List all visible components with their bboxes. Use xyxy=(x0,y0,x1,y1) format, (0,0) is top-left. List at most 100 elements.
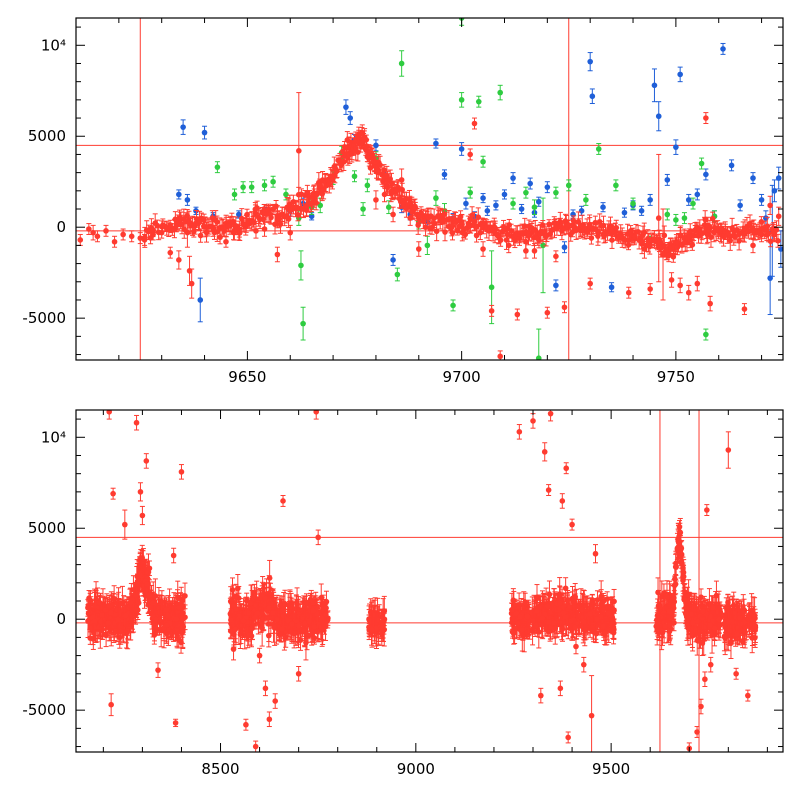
top-blue-point xyxy=(480,195,486,201)
top-red-point xyxy=(709,215,716,222)
top-panel: -5000 0 5000 10⁴ 9650 9700 9750 xyxy=(22,17,784,386)
bottom-red-point xyxy=(152,625,158,631)
top-green-point xyxy=(394,271,401,278)
top-green-point xyxy=(583,197,589,203)
top-red-point xyxy=(655,215,662,221)
top-green-point xyxy=(231,191,238,198)
bottom-red-point xyxy=(149,600,156,606)
top-red-point xyxy=(613,224,620,231)
top-blue-point xyxy=(758,197,765,203)
bottom-red-point xyxy=(102,607,109,613)
top-green-point xyxy=(664,211,671,218)
top-red-point xyxy=(775,237,781,244)
top-red-point xyxy=(497,353,504,360)
top-y-tick-label: 0 xyxy=(56,218,66,236)
top-red-point xyxy=(689,242,696,248)
top-blue-point xyxy=(493,202,499,209)
top-red-point xyxy=(561,304,568,311)
top-green-point xyxy=(240,184,246,190)
top-blue-point xyxy=(664,177,671,183)
bottom-red-point xyxy=(85,618,91,624)
top-red-point xyxy=(154,222,161,229)
top-red-point xyxy=(504,231,511,238)
top-green-point xyxy=(300,320,306,327)
top-red-point xyxy=(150,227,156,233)
top-red-point xyxy=(505,242,512,249)
bottom-red-point xyxy=(134,581,140,587)
top-blue-point xyxy=(561,244,568,251)
top-red-point xyxy=(188,280,195,287)
bottom-red-point xyxy=(108,609,114,616)
top-red-point xyxy=(475,214,482,220)
top-red-point xyxy=(111,238,118,245)
top-red-point xyxy=(422,224,429,231)
top-red-point xyxy=(531,248,538,254)
top-red-point xyxy=(587,280,593,287)
top-blue-point xyxy=(201,129,208,136)
top-blue-point xyxy=(750,175,756,181)
top-red-point xyxy=(661,232,668,239)
top-red-point xyxy=(137,235,144,241)
bottom-red-point xyxy=(179,628,186,635)
top-red-point xyxy=(398,177,405,183)
top-red-point xyxy=(609,237,615,243)
top-red-point xyxy=(449,230,456,236)
bottom-red-point xyxy=(105,620,111,626)
top-red-point xyxy=(94,233,101,240)
top-red-point xyxy=(471,120,478,127)
top-x-tick-label: 9750 xyxy=(657,368,695,386)
bottom-red-point xyxy=(91,618,98,624)
top-green-point xyxy=(248,184,255,190)
top-blue-point xyxy=(184,197,191,203)
top-red-point xyxy=(296,147,302,154)
top-blue-point xyxy=(570,211,576,218)
top-green-point xyxy=(458,97,465,103)
top-green-point xyxy=(523,189,529,196)
top-red-point xyxy=(584,228,591,235)
top-red-point xyxy=(433,228,440,235)
top-y-tick-label: 10⁴ xyxy=(41,36,66,54)
top-green-point xyxy=(398,60,405,67)
top-blue-point xyxy=(587,58,593,65)
top-blue-point xyxy=(673,144,679,150)
top-green-point xyxy=(703,331,709,338)
top-red-point xyxy=(390,211,396,218)
top-blue-point xyxy=(527,180,533,187)
bottom-red-point xyxy=(122,612,129,619)
top-red-point xyxy=(668,277,675,283)
top-blue-point xyxy=(180,124,186,130)
top-y-tick-label: -5000 xyxy=(22,309,66,327)
top-green-point xyxy=(317,202,324,209)
top-red-point xyxy=(103,228,109,234)
top-red-point xyxy=(384,172,390,179)
top-blue-point xyxy=(638,208,645,214)
top-green-point xyxy=(475,98,482,105)
top-red-point xyxy=(588,235,595,241)
top-blue-point xyxy=(621,209,628,216)
top-red-point xyxy=(197,232,204,239)
bottom-red-point xyxy=(127,599,134,606)
top-blue-point xyxy=(176,191,182,198)
top-green-point xyxy=(424,242,431,249)
top-red-point xyxy=(90,229,96,236)
top-red-point xyxy=(514,311,521,318)
top-green-point xyxy=(364,182,371,189)
bottom-red-point xyxy=(133,607,140,614)
top-red-point xyxy=(176,257,182,263)
top-blue-point xyxy=(501,191,508,198)
bottom-red-point xyxy=(91,629,97,636)
top-axes-frame xyxy=(75,17,784,361)
top-green-point xyxy=(497,89,504,96)
top-red-point xyxy=(415,246,422,252)
top-red-point xyxy=(287,229,294,236)
top-red-point xyxy=(553,253,559,260)
bottom-red-point xyxy=(173,616,180,622)
top-green-point xyxy=(298,262,304,269)
top-green-point xyxy=(510,200,516,207)
bottom-red-point xyxy=(124,628,130,635)
top-red-point xyxy=(454,227,461,234)
bottom-red-point xyxy=(115,616,121,623)
top-red-point xyxy=(381,167,387,173)
top-blue-point xyxy=(763,215,769,221)
